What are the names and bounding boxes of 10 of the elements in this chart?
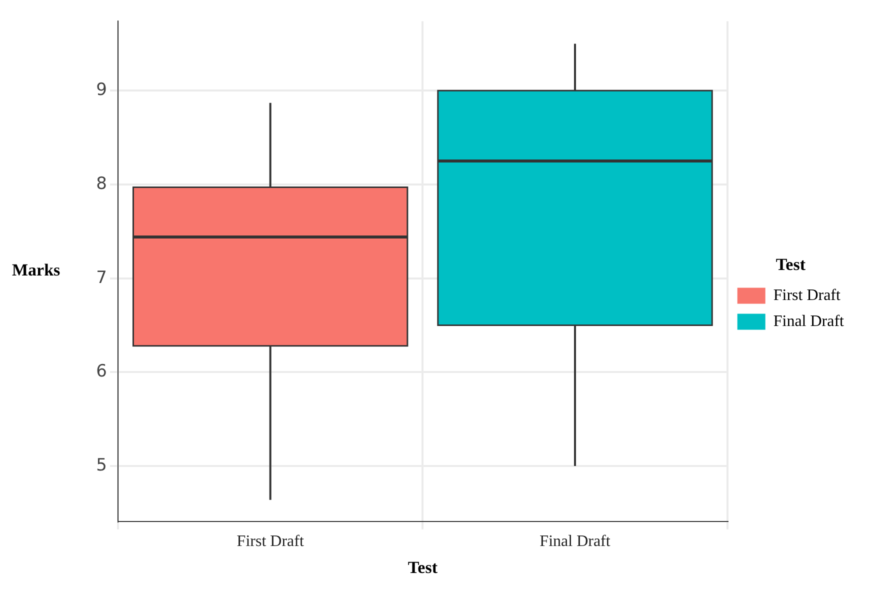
y-tick-label: 8: [96, 174, 107, 194]
y-tick-label: 7: [96, 268, 107, 288]
x-axis-title: Test: [408, 558, 438, 578]
legend-label: Final Draft: [773, 312, 845, 330]
legend-title: Test: [776, 255, 806, 274]
y-tick-label: 5: [96, 455, 107, 476]
legend-label: First Draft: [773, 286, 842, 304]
y-tick-label: 9: [96, 80, 107, 100]
y-tick-label: 6: [96, 362, 107, 382]
y-axis-title: Marks: [12, 260, 61, 280]
